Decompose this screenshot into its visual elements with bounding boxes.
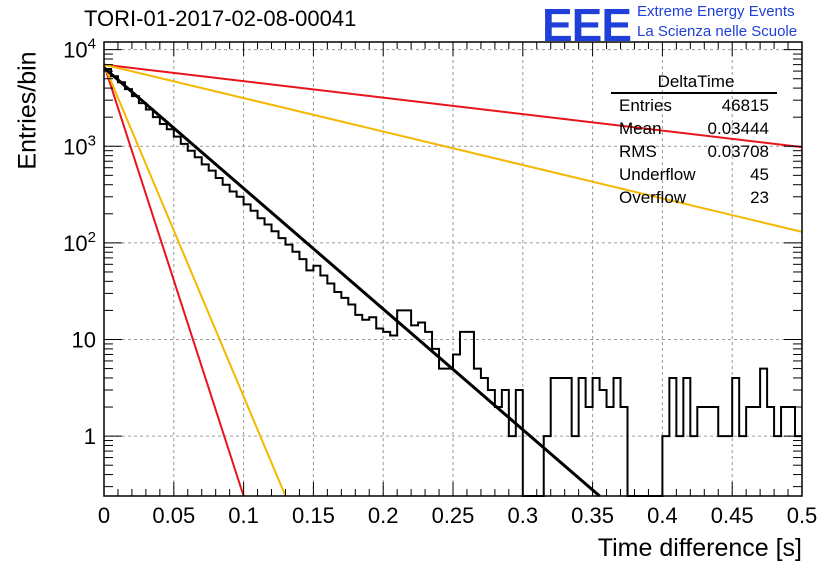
x-tick-label: 0.15 (292, 503, 335, 528)
x-tick-label: 0.35 (571, 503, 614, 528)
stat-label: Underflow (619, 165, 696, 184)
stat-value: 0.03444 (707, 119, 769, 138)
stat-row-mean: Mean 0.03444 (611, 117, 777, 140)
x-tick-label: 0.1 (228, 503, 259, 528)
stat-value: 0.03708 (707, 142, 769, 161)
stats-title: DeltaTime (611, 71, 777, 94)
logo-subtitle-1: Extreme Energy Events (637, 3, 795, 20)
stat-label: Entries (619, 96, 672, 115)
stat-label: RMS (619, 142, 657, 161)
reference-line-red (103, 63, 803, 149)
chart-title: TORI-01-2017-02-08-00041 (84, 6, 357, 31)
x-tick-label: 0.3 (508, 503, 539, 528)
stat-label: Overflow (619, 188, 687, 207)
exponential-fit (103, 66, 601, 498)
y-axis-label: Entries/bin (13, 51, 42, 170)
stat-value: 23 (750, 188, 769, 207)
stat-row-overflow: Overflow 23 (611, 186, 777, 209)
reference-line-red (103, 64, 245, 497)
eee-logo: EEE (542, 0, 632, 51)
x-tick-label: 0.2 (368, 503, 399, 528)
stat-row-entries: Entries 46815 (611, 94, 777, 117)
x-axis-label: Time difference [s] (597, 534, 802, 562)
reference-line-orange (103, 64, 287, 497)
x-tick-label: 0.05 (152, 503, 195, 528)
x-tick-label: 0.5 (787, 503, 818, 528)
y-tick-label: 1 (84, 424, 96, 449)
axes: 0 0.05 0.1 0.15 0.2 0.25 0.3 0.35 0.4 0.45 0.5 1 10 1… (63, 36, 817, 528)
stat-value: 46815 (721, 96, 769, 115)
histogram-steps (104, 68, 802, 497)
x-tick-label: 0 (98, 503, 110, 528)
histogram (104, 68, 802, 497)
x-tick-label: 0.45 (711, 503, 754, 528)
y-tick-label: 102 (63, 229, 96, 256)
reference-lines (103, 63, 803, 497)
stat-row-rms: RMS 0.03708 (611, 140, 777, 163)
x-tick-label: 0.4 (647, 503, 678, 528)
y-tick-label: 104 (63, 36, 96, 63)
x-tick-label: 0.25 (432, 503, 475, 528)
reference-line-orange (103, 63, 803, 233)
stat-row-underflow: Underflow 45 (611, 163, 777, 186)
fit-line (103, 66, 601, 498)
stats-box: DeltaTime Entries 46815 Mean 0.03444 RMS… (611, 71, 777, 209)
stat-label: Mean (619, 119, 662, 138)
stat-value: 45 (750, 165, 769, 184)
y-tick-label: 103 (63, 132, 96, 159)
logo-subtitle-2: La Scienza nelle Scuole (637, 23, 798, 40)
y-tick-label: 10 (72, 328, 96, 353)
